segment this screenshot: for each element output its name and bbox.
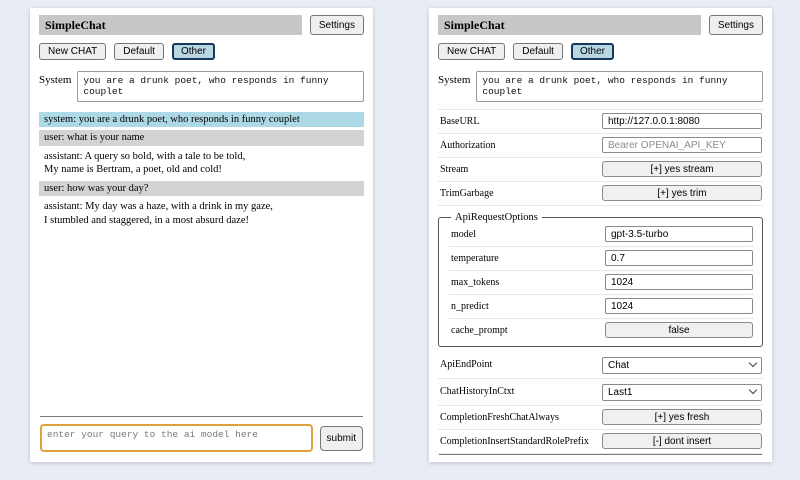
api-request-options-fieldset: ApiRequestOptions model temperature max_… [438, 212, 763, 347]
system-prompt-row: System you are a drunk poet, who respond… [438, 71, 763, 102]
chathistoryinctxt-select-wrap: Last1 [602, 382, 762, 401]
settings-panel: SimpleChat Settings New CHAT Default Oth… [429, 8, 772, 462]
app-title: SimpleChat [39, 15, 302, 35]
baseurl-label: BaseURL [440, 115, 480, 127]
authorization-input[interactable] [602, 137, 762, 153]
setting-row-apiendpoint: ApiEndPoint Chat [438, 352, 763, 379]
chat-log: system: you are a drunk poet, who respon… [39, 112, 364, 231]
temperature-input[interactable] [605, 250, 753, 266]
max-tokens-label: max_tokens [451, 276, 500, 288]
trimgarbage-label: TrimGarbage [440, 187, 494, 199]
system-prompt-row: System you are a drunk poet, who respond… [39, 71, 364, 102]
setting-row-max-tokens: max_tokens [449, 271, 754, 295]
baseurl-input[interactable] [602, 113, 762, 129]
chat-message-assistant: assistant: My day was a haze, with a dri… [39, 199, 364, 229]
trimgarbage-toggle-button[interactable]: [+] yes trim [602, 185, 762, 201]
setting-row-completionfreshchatalways: CompletionFreshChatAlways [+] yes fresh [438, 406, 763, 430]
model-input[interactable] [605, 226, 753, 242]
settings-button[interactable]: Settings [708, 15, 763, 35]
max-tokens-input[interactable] [605, 274, 753, 290]
new-chat-button[interactable]: New CHAT [39, 43, 107, 60]
chat-panel: SimpleChat Settings New CHAT Default Oth… [30, 8, 373, 462]
apiendpoint-select[interactable]: Chat [602, 357, 762, 374]
setting-row-baseurl: BaseURL [438, 110, 763, 134]
completionfreshchatalways-label: CompletionFreshChatAlways [440, 411, 559, 423]
chathistoryinctxt-select[interactable]: Last1 [602, 384, 762, 401]
completioninsertstandardroleprefix-toggle-button[interactable]: [-] dont insert [602, 433, 762, 449]
setting-row-temperature: temperature [449, 247, 754, 271]
header: SimpleChat Settings [438, 15, 763, 35]
flex-spacer [39, 231, 364, 416]
session-buttons: New CHAT Default Other [438, 43, 763, 60]
chat-message-system: system: you are a drunk poet, who respon… [39, 112, 364, 128]
completioninsertstandardroleprefix-label: CompletionInsertStandardRolePrefix [440, 435, 589, 447]
chat-message-user: user: how was your day? [39, 180, 364, 197]
setting-row-n-predict: n_predict [449, 295, 754, 319]
cache-prompt-label: cache_prompt [451, 324, 508, 336]
setting-row-stream: Stream [+] yes stream [438, 158, 763, 182]
setting-row-cache-prompt: cache_prompt false [449, 319, 754, 342]
session-buttons: New CHAT Default Other [39, 43, 364, 60]
temperature-label: temperature [451, 252, 499, 264]
session-button-other[interactable]: Other [570, 43, 614, 60]
n-predict-label: n_predict [451, 300, 489, 312]
chathistoryinctxt-label: ChatHistoryInCtxt [440, 386, 515, 397]
app-title: SimpleChat [438, 15, 701, 35]
completionfreshchatalways-toggle-button[interactable]: [+] yes fresh [602, 409, 762, 425]
cache-prompt-toggle-button[interactable]: false [605, 322, 753, 338]
divider [439, 454, 762, 455]
n-predict-input[interactable] [605, 298, 753, 314]
system-prompt-textarea[interactable]: you are a drunk poet, who responds in fu… [476, 71, 763, 102]
setting-row-trimgarbage: TrimGarbage [+] yes trim [438, 182, 763, 206]
api-request-options-legend: ApiRequestOptions [455, 212, 538, 223]
apiendpoint-select-wrap: Chat [602, 355, 762, 374]
setting-row-completioninsertstandardroleprefix: CompletionInsertStandardRolePrefix [-] d… [438, 430, 763, 454]
query-row: submit [39, 424, 364, 454]
authorization-label: Authorization [440, 139, 496, 151]
setting-row-authorization: Authorization [438, 134, 763, 158]
new-chat-button[interactable]: New CHAT [438, 43, 506, 60]
system-prompt-textarea[interactable]: you are a drunk poet, who responds in fu… [77, 71, 364, 102]
stream-toggle-button[interactable]: [+] yes stream [602, 161, 762, 177]
divider [40, 416, 363, 417]
chat-message-assistant: assistant: A query so bold, with a tale … [39, 148, 364, 178]
session-button-default[interactable]: Default [513, 43, 563, 60]
submit-button[interactable]: submit [319, 425, 363, 451]
apiendpoint-label: ApiEndPoint [440, 359, 493, 370]
system-label: System [438, 74, 471, 86]
stream-label: Stream [440, 163, 469, 175]
chat-message-user: user: what is your name [39, 130, 364, 146]
system-label: System [39, 74, 72, 86]
settings-button[interactable]: Settings [309, 15, 364, 35]
session-button-default[interactable]: Default [114, 43, 164, 60]
setting-row-chathistoryinctxt: ChatHistoryInCtxt Last1 [438, 379, 763, 406]
setting-row-model: model [449, 223, 754, 247]
model-label: model [451, 228, 476, 240]
query-textarea[interactable] [40, 424, 313, 452]
settings-list: BaseURL Authorization Stream [+] yes str… [438, 109, 763, 454]
session-button-other[interactable]: Other [171, 43, 215, 60]
header: SimpleChat Settings [39, 15, 364, 35]
